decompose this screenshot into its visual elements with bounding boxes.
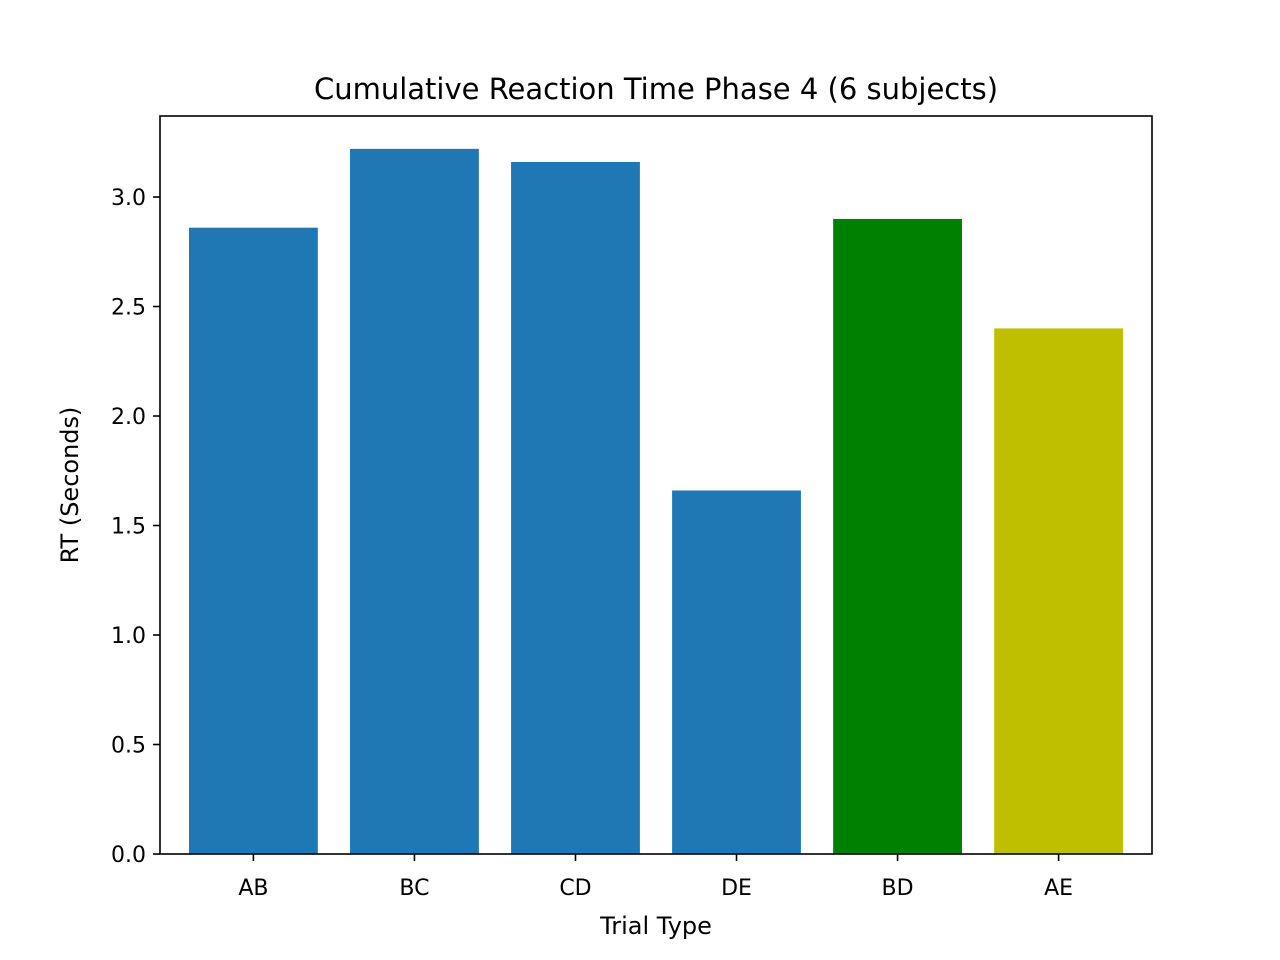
y-axis-ticks: 0.0 0.5 1.0 1.5 2.0 2.5 3.0 (111, 186, 160, 868)
x-tick-label-cd: CD (559, 876, 591, 901)
bar-de (672, 490, 801, 854)
x-tick-label-ab: AB (238, 876, 268, 901)
x-tick-label-ae: AE (1044, 876, 1073, 901)
bar-ae (994, 328, 1124, 854)
x-axis-ticks: AB BC CD DE BD AE (238, 854, 1073, 901)
y-tick-label: 3.0 (111, 186, 146, 211)
y-tick-label: 1.0 (111, 624, 146, 649)
y-tick-label: 0.0 (111, 843, 146, 868)
x-tick-label-bc: BC (399, 876, 429, 901)
y-tick-label: 0.5 (111, 734, 146, 759)
y-tick-label: 2.5 (111, 296, 146, 321)
x-axis-label: Trial Type (599, 912, 712, 940)
y-tick-label: 2.0 (111, 405, 146, 430)
plot-frame (159, 115, 1153, 855)
bar-bc (350, 148, 479, 855)
bar-bd (833, 218, 962, 855)
bar-cd (511, 161, 640, 854)
chart-title: Cumulative Reaction Time Phase 4 (6 subj… (314, 72, 998, 106)
bars-group (188, 148, 1124, 855)
x-tick-label-bd: BD (882, 876, 914, 901)
y-tick-label: 1.5 (111, 515, 146, 540)
y-axis-label: RT (Seconds) (56, 407, 84, 564)
bar-ab (188, 227, 318, 855)
x-tick-label-de: DE (721, 876, 752, 901)
